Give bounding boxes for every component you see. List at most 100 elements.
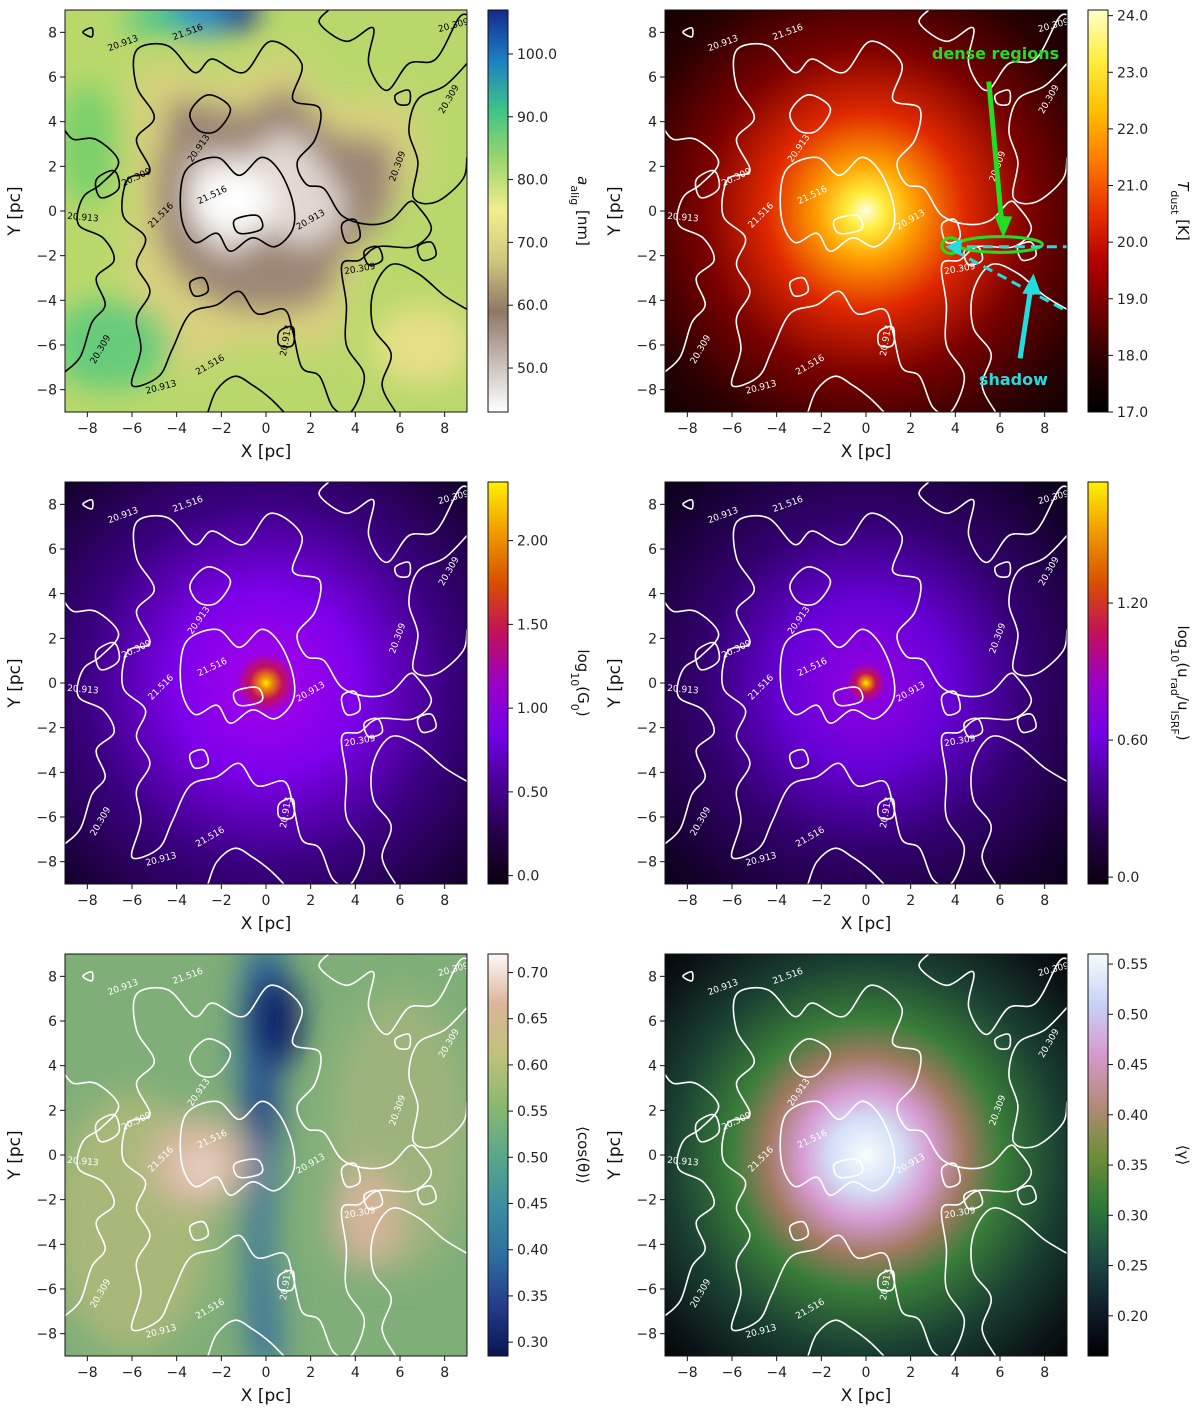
y-tick-label: 6 (48, 1014, 57, 1030)
contour-line (179, 1100, 296, 1196)
contour-line (970, 1207, 1067, 1356)
heatmap-u_rad: 21.51620.91320.30920.30920.30920.30920.9… (665, 482, 1067, 884)
colorbar-tick-label: 19.0 (1117, 292, 1148, 308)
contour-line (94, 169, 121, 199)
colorbar-tick-label: 0.25 (1117, 1259, 1148, 1275)
axes: −8 −6 −4 −2 0 2 4 6 8 8 6 4 2 0 −2 −4 −6 −8 (636, 497, 1049, 909)
colorbar-tick-label: 2.00 (517, 534, 548, 550)
y-tick-label: −8 (36, 383, 57, 399)
contour-line (940, 218, 961, 244)
contour-line (682, 499, 694, 510)
contour-line (416, 713, 437, 734)
y-tick-label: −8 (636, 855, 657, 871)
y-tick-label: 2 (48, 631, 57, 647)
contour-line (393, 561, 412, 578)
x-tick-label: 4 (951, 421, 960, 437)
dense-arrow (986, 81, 1005, 230)
x-tick-label: −6 (122, 421, 143, 437)
contour-line (408, 1007, 467, 1149)
x-tick-label: −2 (811, 893, 832, 909)
y-tick-label: −4 (636, 293, 657, 309)
contour-label: 20.913 (667, 684, 699, 697)
contours (665, 482, 1067, 884)
colorbar: 24.0 23.0 22.0 21.0 20.0 19.0 18.0 17.0 Tdust [K… (1087, 9, 1192, 421)
contour-line (179, 156, 296, 252)
contour-line (721, 984, 1033, 1356)
heatmap-g0: 21.51620.91320.30920.30920.30920.30920.9… (65, 482, 467, 884)
contour-line (188, 748, 210, 770)
colorbar-tick-label: 0.60 (517, 1058, 548, 1074)
contour-line (779, 156, 896, 252)
panel-t_dust: 21.51620.91320.30920.30920.30920.30920.9… (605, 9, 1192, 462)
heatmap-a_alig: 21.51620.91320.30920.30920.30920.30920.9… (65, 10, 467, 412)
y-tick-label: −4 (636, 1237, 657, 1253)
colorbar-tick-label: 0.0 (517, 869, 539, 885)
y-tick-label: 2 (48, 159, 57, 175)
x-tick-label: 8 (1040, 1365, 1049, 1381)
colorbar-tick-label: 0.35 (517, 1289, 548, 1305)
contour-line (370, 263, 467, 412)
contour-line (65, 602, 120, 845)
colorbar-tick-label: 70.0 (517, 235, 548, 251)
x-tick-label: −4 (766, 893, 787, 909)
contours (665, 954, 1067, 1356)
y-tick-label: 8 (48, 969, 57, 985)
colorbar: 0.55 0.50 0.45 0.40 0.35 0.30 0.25 0.20 ⟨γ⟩ (1087, 953, 1192, 1357)
contour-line (340, 1162, 361, 1188)
x-tick-label: 4 (351, 893, 360, 909)
contour-line (789, 566, 832, 606)
y-tick-label: 4 (48, 587, 57, 603)
contour-line (832, 1158, 864, 1179)
x-tick-label: 4 (351, 421, 360, 437)
colorbar: 0.70 0.65 0.60 0.55 0.50 0.45 0.40 0.35 0.30 ⟨cos… (487, 953, 592, 1357)
colorbar-tick-label: 22.0 (1117, 122, 1148, 138)
x-tick-label: 6 (996, 421, 1005, 437)
x-tick-label: −4 (166, 421, 187, 437)
x-tick-label: −8 (77, 893, 98, 909)
y-tick-label: −6 (636, 338, 657, 354)
x-tick-label: 0 (862, 421, 871, 437)
colorbar-tick-label: 0.30 (1117, 1208, 1148, 1224)
x-tick-label: −4 (166, 1365, 187, 1381)
y-tick-label: −2 (36, 721, 57, 737)
y-tick-label: −6 (636, 810, 657, 826)
contour-line (665, 130, 720, 373)
contour-line (207, 1319, 285, 1356)
contour-line (94, 641, 121, 671)
axes: −8 −6 −4 −2 0 2 4 6 8 8 6 4 2 0 −2 −4 −6 −8 (36, 497, 449, 909)
y-axis-label: Y [pc] (605, 186, 625, 236)
contour-line (832, 686, 864, 707)
colorbar: 2.00 1.50 1.00 0.50 0.0 log10(G0) (487, 481, 592, 885)
colorbar-tick-label: 0.55 (1117, 957, 1148, 973)
contour-line (94, 1113, 121, 1143)
contour-label: 20.913 (667, 1156, 699, 1169)
contour-line (788, 1220, 810, 1242)
colorbar-tick-label: 24.0 (1117, 9, 1148, 25)
colorbar-tick-label: 80.0 (517, 173, 548, 189)
heatmap-cos_theta: 21.51620.91320.30920.30920.30920.30920.9… (65, 954, 467, 1356)
panel-u_rad: 21.51620.91320.30920.30920.30920.30920.9… (605, 481, 1192, 934)
y-tick-label: 8 (48, 497, 57, 513)
x-tick-label: 2 (306, 421, 315, 437)
y-tick-label: −4 (636, 765, 657, 781)
colorbar-tick-label: 21.0 (1117, 179, 1148, 195)
contour-line (1016, 713, 1037, 734)
x-tick-label: 8 (1040, 421, 1049, 437)
x-tick-label: −8 (677, 1365, 698, 1381)
y-tick-label: 6 (48, 70, 57, 86)
contour-line (318, 482, 467, 564)
x-axis-label: X [pc] (241, 914, 291, 934)
x-tick-label: 6 (996, 1365, 1005, 1381)
x-tick-label: −8 (677, 421, 698, 437)
contour-line (918, 954, 1067, 1036)
x-tick-label: −6 (122, 893, 143, 909)
contour-label: 20.913 (67, 684, 99, 697)
y-tick-label: −2 (636, 1193, 657, 1209)
contour-line (694, 1113, 721, 1143)
colorbar-tick-label: 0.0 (1117, 870, 1139, 886)
x-tick-label: 0 (262, 893, 271, 909)
contour-line (682, 971, 694, 982)
contour-line (188, 276, 210, 298)
y-tick-label: 0 (648, 204, 657, 220)
contour-line (393, 89, 412, 106)
